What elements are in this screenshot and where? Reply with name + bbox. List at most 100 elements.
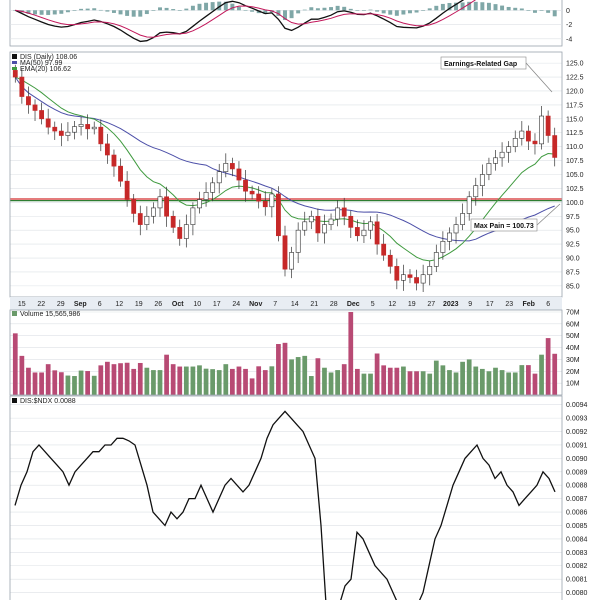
candle-body (440, 241, 446, 253)
candle-body (85, 124, 91, 130)
candle-body (216, 171, 222, 184)
candle-body (414, 277, 419, 284)
volume-bar (197, 365, 202, 395)
volume-bar (493, 367, 498, 395)
macd-hist-bar (394, 10, 399, 16)
volume-bar (230, 368, 235, 395)
candle-body (545, 115, 551, 136)
candle-body (249, 190, 255, 195)
macd-hist-bar (460, 2, 465, 11)
volume-bar (387, 367, 393, 395)
legend-ema-swatch (12, 67, 17, 70)
candle-body (341, 207, 347, 217)
candle-body (466, 196, 472, 214)
candle-body (460, 213, 466, 225)
volume-bar (26, 367, 31, 395)
macd-hist-bar (447, 2, 452, 11)
ratio-gridlines (10, 404, 562, 593)
volume-bar (58, 372, 64, 395)
candle-body (197, 199, 202, 209)
volume-bar (381, 365, 387, 395)
volume-bar (124, 362, 130, 395)
volume-bar (427, 373, 433, 395)
candle-body (525, 130, 531, 142)
volume-bar (315, 358, 321, 395)
macd-hist-bar (223, 1, 228, 11)
volume-bar (105, 361, 110, 395)
candle-body (12, 70, 18, 78)
volume-bar (335, 370, 340, 395)
macd-hist-bar (263, 10, 268, 14)
candle-body (552, 135, 558, 158)
macd-hist-bar (197, 3, 202, 11)
macd-hist-bar (151, 10, 156, 11)
volume-bar (131, 368, 137, 395)
macd-hist-bar (72, 10, 77, 11)
macd-hist-bar (361, 10, 366, 11)
volume-bar (368, 373, 373, 395)
legend-volume-swatch (12, 311, 17, 316)
volume-bar (118, 363, 123, 395)
volume-bar (526, 365, 531, 395)
candle-body (157, 196, 163, 209)
annotation-max-pain: Max Pain = 100.73 (470, 203, 561, 232)
candle-body (427, 266, 433, 276)
macd-hist-bar (289, 10, 294, 19)
volume-bar (210, 369, 216, 395)
macd-hist-bar (322, 7, 327, 11)
macd-hist-bar (236, 6, 241, 11)
candle-body (348, 215, 354, 228)
candle-body (104, 143, 110, 156)
volume-bar (39, 372, 44, 395)
macd-hist-bar (85, 8, 90, 11)
volume-bar (85, 371, 91, 395)
x-tick-label: 2023 (443, 301, 459, 308)
macd-hist-bar (46, 10, 51, 15)
candle-body (519, 130, 525, 139)
ratio-tick-label: 0.0088 (566, 483, 588, 490)
volume-bar (190, 366, 196, 395)
candle-body (447, 232, 452, 242)
candle-body (45, 118, 51, 128)
macd-tick-label: -4 (566, 36, 572, 43)
price-tick-label: 125.0 (566, 61, 584, 68)
macd-hist-bar (486, 2, 491, 11)
macd-hist-bar (388, 10, 393, 15)
candle-body (203, 192, 209, 200)
candle-body (420, 274, 426, 284)
macd-frame (9, 0, 563, 47)
legend-ma-swatch (12, 61, 17, 64)
ratio-tick-label: 0.0094 (566, 402, 588, 409)
x-tick-label: 27 (427, 301, 435, 308)
volume-bar (466, 359, 472, 395)
volume-bar (78, 370, 84, 395)
volume-bar (539, 354, 544, 395)
x-tick-label: Nov (249, 301, 262, 308)
volume-bar (262, 370, 268, 395)
volume-bar (269, 366, 275, 395)
x-tick-label: 10 (193, 301, 201, 308)
candle-body (151, 207, 156, 217)
macd-hist-bar (401, 10, 406, 15)
legend-ema: EMA(20) 106.62 (20, 66, 71, 73)
ratio-panel: 0.0094 0.0093 0.0092 0.0091 0.0090 0.0089 0.00… (9, 395, 588, 600)
x-tick-label: 28 (330, 301, 338, 308)
macd-hist-bar (519, 8, 524, 11)
volume-tick-label: 30M (566, 357, 580, 364)
ratio-tick-label: 0.0093 (566, 416, 588, 423)
macd-hist-bar (59, 10, 64, 14)
macd-hist-bar (414, 10, 419, 13)
price-tick-label: 97.5 (566, 214, 580, 221)
macd-hist-bar (342, 6, 347, 11)
macd-hist-bar (190, 5, 195, 11)
volume-bar (499, 370, 505, 395)
candle-body (401, 274, 406, 281)
x-axis: 15 22 29 Sep 6 12 19 26 Oct 10 17 24 Nov 7 14 21 28 Dec 5 1… (10, 297, 562, 310)
macd-hist-bar (79, 8, 84, 11)
candle-body (170, 215, 176, 228)
candle-body (387, 254, 393, 267)
volume-tick-label: 60M (566, 321, 580, 328)
macd-tick-label: 0 (566, 8, 570, 15)
price-tick-label: 110.0 (566, 144, 583, 151)
macd-hist-bar (368, 9, 373, 11)
